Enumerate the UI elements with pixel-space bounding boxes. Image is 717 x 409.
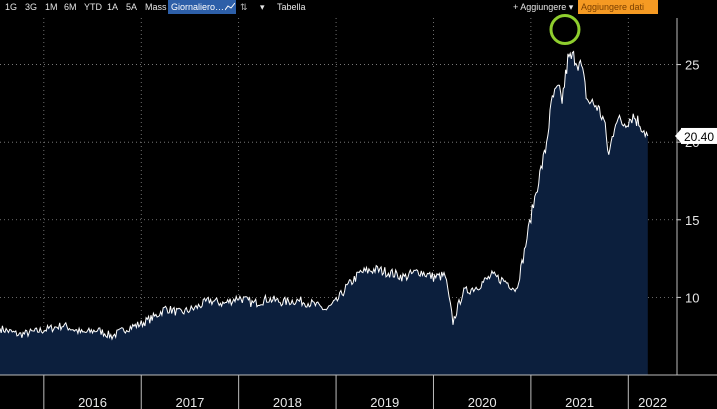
period-label: Giornaliero xyxy=(171,2,216,12)
toolbar: 1G 3G 1M 6M YTD 1A 5A Mass Giornaliero… … xyxy=(0,0,717,14)
x-tick-label: 2016 xyxy=(78,395,107,409)
range-1a-button[interactable]: 1A xyxy=(107,2,119,12)
last-price-pointer xyxy=(675,127,682,144)
x-tick-label: 2019 xyxy=(370,395,399,409)
last-price-box xyxy=(681,127,717,144)
x-tick-label: 2017 xyxy=(175,395,204,409)
y-tick-label: 15 xyxy=(685,213,699,228)
y-tick-label: 10 xyxy=(685,290,699,305)
x-tick-label: 2022 xyxy=(638,395,667,409)
range-ytd-button[interactable]: YTD xyxy=(84,2,102,12)
period-dropdown[interactable]: Giornaliero… xyxy=(168,0,228,14)
x-tick-label: 2021 xyxy=(565,395,594,409)
peak-highlight-circle xyxy=(549,14,581,46)
add-data-input[interactable]: Aggiungere dati xyxy=(578,0,658,14)
last-price-marker: 20.40 xyxy=(675,127,717,144)
table-button[interactable]: Tabella xyxy=(277,2,306,12)
range-6m-button[interactable]: 6M xyxy=(64,2,77,12)
range-max-button[interactable]: Mass xyxy=(145,2,167,12)
range-1g-button[interactable]: 1G xyxy=(5,2,18,12)
last-price-label: 20.40 xyxy=(684,130,714,144)
add-button[interactable]: + Aggiungere ▾ xyxy=(513,2,574,12)
x-tick-label: 2020 xyxy=(468,395,497,409)
range-3g-button[interactable]: 3G xyxy=(25,2,38,12)
line-chart-icon[interactable] xyxy=(224,0,236,14)
chart-type-dropdown-arrow[interactable]: ▾ xyxy=(260,2,265,12)
x-tick-label: 2018 xyxy=(273,395,302,409)
range-5a-button[interactable]: 5A xyxy=(126,2,138,12)
y-axis: 10152025 xyxy=(676,18,699,375)
x-axis: 2016 2017 2018 2019 2020 2021 2022 xyxy=(0,374,717,409)
price-area xyxy=(0,51,648,375)
sort-icon[interactable]: ⇅ xyxy=(240,2,248,12)
y-tick-label: 25 xyxy=(685,58,699,73)
price-line xyxy=(0,50,649,341)
range-1m-button[interactable]: 1M xyxy=(45,2,58,12)
